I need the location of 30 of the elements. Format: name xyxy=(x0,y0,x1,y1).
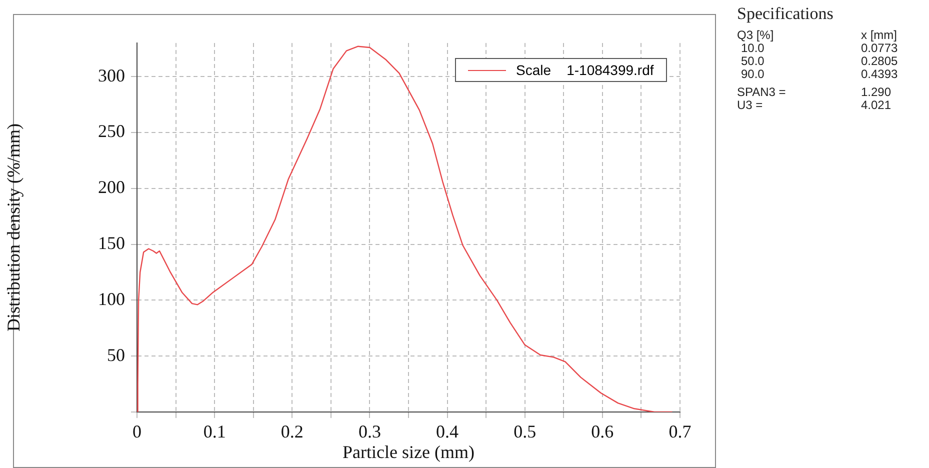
x-tick-label: 0.4 xyxy=(436,422,459,442)
text: 90.0 xyxy=(740,67,766,81)
text: x [mm] xyxy=(861,28,898,42)
text: 0.0773 xyxy=(861,41,898,55)
text: 0.4393 xyxy=(861,67,898,81)
text: Q3 [%] xyxy=(737,28,775,42)
y-tick-label: 50 xyxy=(107,344,125,365)
x-axis-title: Particle size (mm) xyxy=(342,442,474,462)
text: U3 = xyxy=(737,98,764,112)
y-tick-label: 250 xyxy=(98,121,125,142)
x-tick-label: 0.2 xyxy=(280,422,304,442)
text: 1.290 xyxy=(861,85,892,99)
y-tick-label: 300 xyxy=(98,65,125,86)
text: Specifications xyxy=(737,4,834,24)
y-tick-label: 100 xyxy=(98,288,125,309)
text: 0.2805 xyxy=(861,54,898,68)
y-axis-title: Distribution density (%/mm) xyxy=(4,124,24,332)
legend-label: Scale 1-1084399.rdf xyxy=(516,62,654,78)
text: 10.0 xyxy=(741,41,764,55)
x-tick-label: 0 xyxy=(132,422,142,442)
x-tick-label: 0.6 xyxy=(591,422,614,442)
x-tick-label: 0.7 xyxy=(668,422,692,442)
x-tick-label: 0.1 xyxy=(203,422,226,442)
text: 4.021 xyxy=(861,98,892,112)
y-tick-label: 150 xyxy=(98,233,125,254)
text: 50.0 xyxy=(740,54,766,68)
x-tick-label: 0.5 xyxy=(514,422,536,442)
text: SPAN3 = xyxy=(737,85,787,99)
x-tick-label: 0.3 xyxy=(358,422,381,442)
y-tick-label: 200 xyxy=(98,177,125,198)
